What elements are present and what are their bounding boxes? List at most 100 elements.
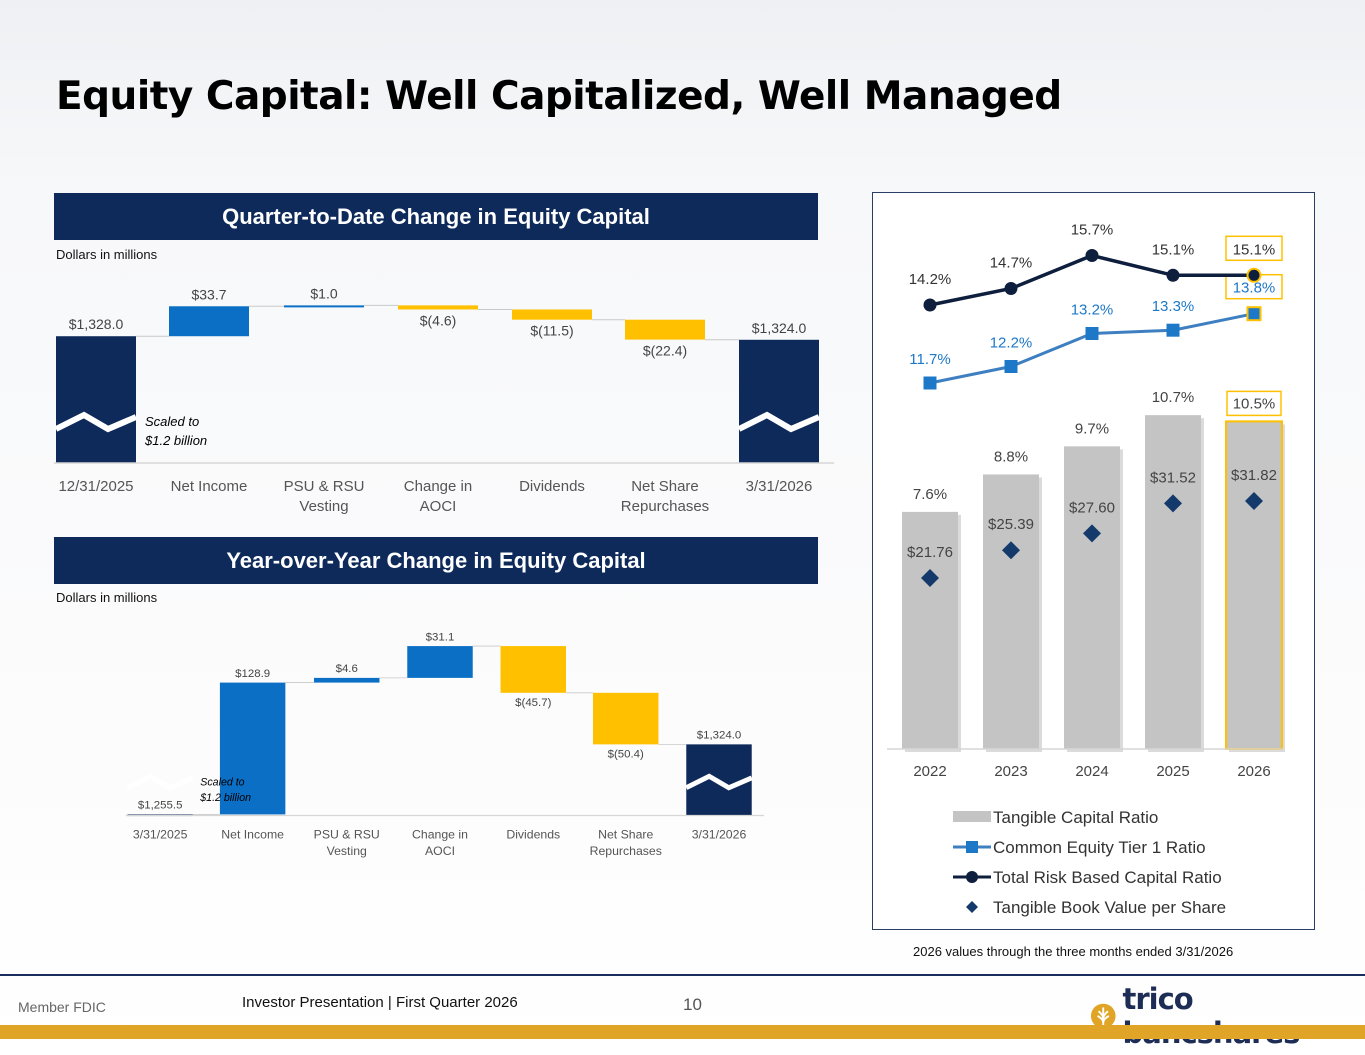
qtd-waterfall-chart: $1,328.0 12/31/2025 $33.7 Net Income $1.0 PSU… [54,285,834,515]
cet1-label: 13.8% [1233,280,1276,297]
data-label: $(4.6) [420,312,457,328]
presentation-label: Investor Presentation | First Quarter 20… [242,994,518,1011]
category-label: PSU & RSU [284,478,365,495]
qtd-units-label: Dollars in millions [56,247,158,262]
data-label: $1,255.5 [138,800,183,812]
data-label: $(45.7) [515,697,551,709]
page-number: 10 [683,995,702,1014]
total-risk-marker [1246,267,1262,283]
scale-note: $1.2 billion [199,792,251,804]
yoy-units-label: Dollars in millions [56,590,158,605]
total-risk-label: 15.1% [1233,241,1276,258]
total-risk-marker [1166,268,1180,282]
cet1-marker [1004,360,1018,373]
bar-12-31-2025 [56,336,136,463]
data-label: $(11.5) [530,323,573,339]
category-label: Change in [404,478,472,495]
legend-swatch-total-marker [966,871,978,883]
legend-label: Common Equity Tier 1 Ratio [993,838,1206,857]
bar-net-income [219,682,286,815]
cet1-marker [1246,306,1262,322]
footer-divider [0,974,1365,976]
bar-dividends [512,309,592,320]
category-label: AOCI [420,498,457,515]
total-risk-marker [1085,249,1099,262]
tbv-marker [1245,492,1263,511]
highlight-box [1225,235,1283,262]
tbv-marker [1083,524,1101,543]
data-label: $1,324.0 [752,320,807,336]
member-fdic-label: Member FDIC [18,999,106,1015]
data-label: $(50.4) [608,748,644,760]
scale-break-icon [126,773,194,791]
category-label: Vesting [299,498,348,515]
category-label: Vesting [327,844,367,858]
bar-psu-rsu-vesting [314,677,380,683]
category-label: Net Income [171,478,248,495]
data-label: $33.7 [191,286,226,302]
page-title: Equity Capital: Well Capitalized, Well M… [56,74,1062,119]
logo-text: trico bancshares [1122,982,1301,1050]
tangible-capital-label: 10.5% [1233,395,1276,412]
year-label: 2023 [994,763,1027,780]
yoy-panel-header: Year-over-Year Change in Equity Capital [54,537,818,584]
tbv-label: $21.76 [907,544,953,561]
tbv-marker [921,569,939,587]
total-risk-label: 15.7% [1071,222,1114,239]
scale-break-icon [54,411,138,433]
scale-break-icon [685,773,753,791]
cet1-label: 13.2% [1071,302,1114,319]
tangible-capital-label: 8.8% [994,448,1028,465]
category-label: Net Income [221,827,284,841]
cet1-marker [1085,327,1099,340]
total-risk-marker [1004,282,1018,295]
bar-dividends [500,646,566,693]
cet1-label: 13.3% [1152,298,1195,315]
bar-psu-rsu-vesting [284,305,364,308]
bar-net-share-repurchases [625,319,705,340]
data-label: $4.6 [336,663,358,675]
tangible-capital-bar-2022 [902,511,958,749]
tangible-capital-bar-2026 [1225,420,1283,750]
tbv-label: $31.52 [1150,469,1196,486]
data-label: $1.0 [310,285,337,301]
bar-change-in-aoci [407,646,473,678]
scale-note: Scaled to [145,414,199,429]
right-panel-footnote: 2026 values through the three months end… [913,944,1234,959]
total-risk-line [929,253,1254,307]
capital-ratios-panel: 2022 2023 2024 2025 2026 7.6% 8.8% 9.7% 10.7% 10.… [872,192,1315,930]
category-label: PSU & RSU [314,827,380,841]
data-label: $(22.4) [643,343,687,359]
tangible-capital-bar-2024 [1064,446,1120,749]
tbv-label: $27.60 [1069,499,1115,516]
data-label: $128.9 [235,668,270,680]
capital-ratios-chart: 2022 2023 2024 2025 2026 7.6% 8.8% 9.7% 10.7% 10.… [887,222,1285,917]
legend-label: Tangible Book Value per Share [993,898,1226,917]
bar-net-income [169,306,249,337]
year-label: 2022 [913,763,946,780]
tangible-capital-label: 9.7% [1075,420,1109,437]
cet1-marker [923,376,937,390]
data-label: $1,324.0 [697,730,742,742]
tbv-marker [1164,494,1182,513]
data-label: $31.1 [426,631,455,643]
total-risk-marker [923,298,937,312]
legend-swatch-tbv [966,901,978,913]
year-label: 2024 [1075,763,1108,780]
year-label: 2026 [1237,763,1270,780]
bar-net-share-repurchases [593,692,659,745]
legend-swatch-cet1-marker [966,841,978,853]
wheat-icon [1090,1003,1116,1029]
category-label: 3/31/2026 [746,478,813,495]
cet1-label: 12.2% [990,335,1033,352]
legend-label: Total Risk Based Capital Ratio [993,868,1222,887]
scale-note: Scaled to [200,776,244,788]
category-label: Repurchases [621,498,709,515]
cet1-marker [1166,323,1180,337]
company-logo: trico bancshares [1090,982,1365,1050]
tangible-capital-label: 10.7% [1152,389,1195,406]
tbv-marker [1002,541,1020,560]
tbv-label: $25.39 [988,516,1034,533]
tangible-capital-label: 7.6% [913,486,947,503]
cet1-line [929,312,1255,385]
